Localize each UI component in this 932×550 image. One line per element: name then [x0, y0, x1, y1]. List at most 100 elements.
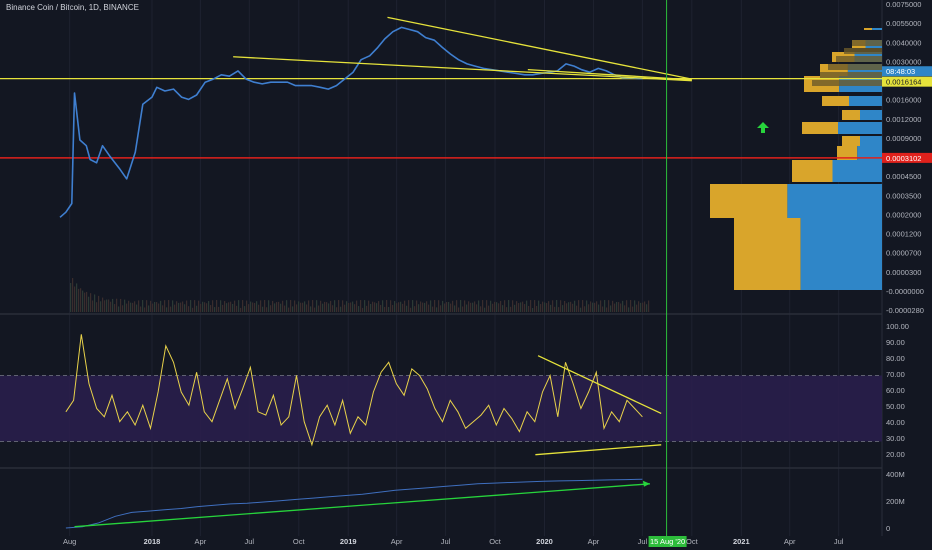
volume-bar	[578, 300, 580, 312]
volume-profile-up-bar	[734, 218, 801, 290]
volume-bar	[130, 302, 132, 312]
volume-bar	[252, 302, 254, 312]
volume-bar	[574, 300, 576, 312]
volume-bar	[140, 306, 142, 312]
volume-bar	[96, 302, 98, 312]
volume-bar	[152, 303, 154, 312]
volume-bar	[628, 307, 630, 312]
volume-bar	[92, 300, 94, 312]
volume-bar	[394, 301, 396, 312]
volume-bar	[548, 301, 550, 312]
volume-bar	[314, 307, 316, 312]
volume-bar	[238, 300, 240, 312]
volume-profile-down-bar	[787, 184, 882, 218]
volume-bar	[258, 304, 260, 312]
volume-bar	[208, 301, 210, 312]
volume-bar	[332, 305, 334, 312]
volume-bar	[168, 300, 170, 312]
volume-bar	[346, 301, 348, 312]
volume-bar	[544, 302, 546, 312]
volume-bar	[624, 305, 626, 312]
y-tick-label: -0.0000280	[886, 306, 924, 315]
volume-bar	[422, 302, 424, 312]
volume-profile-down-bar	[838, 122, 882, 134]
volume-bar	[620, 303, 622, 312]
volume-bar	[188, 306, 190, 312]
y-tick-label: 0.0003500	[886, 191, 921, 200]
volume-bar	[288, 307, 290, 312]
volume-bar	[580, 307, 582, 312]
y-tick-label: 20.00	[886, 450, 905, 459]
volume-bar	[300, 302, 302, 312]
volume-bar	[468, 301, 470, 312]
volume-bar	[608, 300, 610, 312]
volume-bar	[554, 306, 556, 312]
volume-bar	[634, 300, 636, 312]
volume-bar	[90, 293, 92, 312]
volume-profile-faded-bar	[812, 80, 882, 86]
volume-bar	[410, 307, 412, 312]
volume-bar	[328, 303, 330, 312]
volume-bar	[178, 302, 180, 312]
volume-bar	[180, 302, 182, 312]
time-axis: Aug 2018 Apr Jul Oct 2019 Apr Jul Oct 2020 Apr Jul O…	[63, 537, 844, 546]
volume-bar	[264, 300, 266, 312]
volume-bar	[348, 302, 350, 312]
volume-bar	[326, 302, 328, 312]
volume-bar	[192, 307, 194, 312]
cursor-date-text: 15 Aug '20	[650, 537, 685, 546]
volume-bar	[136, 304, 138, 312]
volume-bar	[584, 306, 586, 312]
volume-bar	[366, 305, 368, 312]
volume-bar	[414, 306, 416, 312]
volume-bar	[306, 304, 308, 312]
volume-bar	[566, 303, 568, 312]
volume-bar	[248, 304, 250, 312]
price-badge-bg	[882, 152, 932, 163]
volume-bar	[144, 307, 146, 312]
volume-profile-down-bar	[857, 146, 882, 162]
volume-bar	[222, 304, 224, 312]
volume-bar	[210, 305, 212, 312]
volume-bar	[470, 302, 472, 312]
volume-bar	[160, 300, 162, 312]
volume-bar	[532, 307, 534, 312]
volume-bar	[434, 300, 436, 312]
volume-bar	[342, 300, 344, 312]
y-tick-label: 0.0012000	[886, 115, 921, 124]
y-tick-label: 200M	[886, 497, 905, 506]
volume-bar	[344, 304, 346, 312]
volume-bar	[500, 300, 502, 312]
volume-bar	[512, 300, 514, 312]
volume-bar	[364, 300, 366, 312]
volume-bar	[340, 306, 342, 312]
trendline	[233, 56, 692, 82]
volume-profile-up-bar	[864, 28, 873, 30]
volume-bar	[412, 300, 414, 312]
volume-bar	[488, 305, 490, 312]
volume-bar	[474, 301, 476, 312]
volume-bar	[232, 303, 234, 312]
volume-profile-down-bar	[872, 28, 882, 30]
volume-bar	[636, 304, 638, 312]
volume-bar	[484, 307, 486, 312]
rsi-line	[65, 334, 643, 447]
volume-bar	[132, 302, 134, 312]
volume-bar	[112, 298, 114, 312]
rsi-band	[0, 375, 882, 442]
volume-bar	[320, 300, 322, 312]
volume-bar	[318, 305, 320, 312]
volume-bar	[116, 298, 118, 312]
volume-bar	[218, 306, 220, 312]
volume-bar	[108, 299, 110, 312]
y-tick-label: 100.00	[886, 322, 909, 331]
volume-bar	[114, 304, 116, 312]
volume-bar	[268, 300, 270, 312]
x-tick-label: 2020	[536, 537, 553, 546]
volume-bar	[556, 300, 558, 312]
volume-bar	[236, 305, 238, 312]
volume-bar	[372, 301, 374, 312]
volume-bar	[446, 302, 448, 312]
rsi-axis: 100.00 90.00 80.00 70.00 60.00 50.00 40.00 30.0…	[886, 322, 909, 459]
